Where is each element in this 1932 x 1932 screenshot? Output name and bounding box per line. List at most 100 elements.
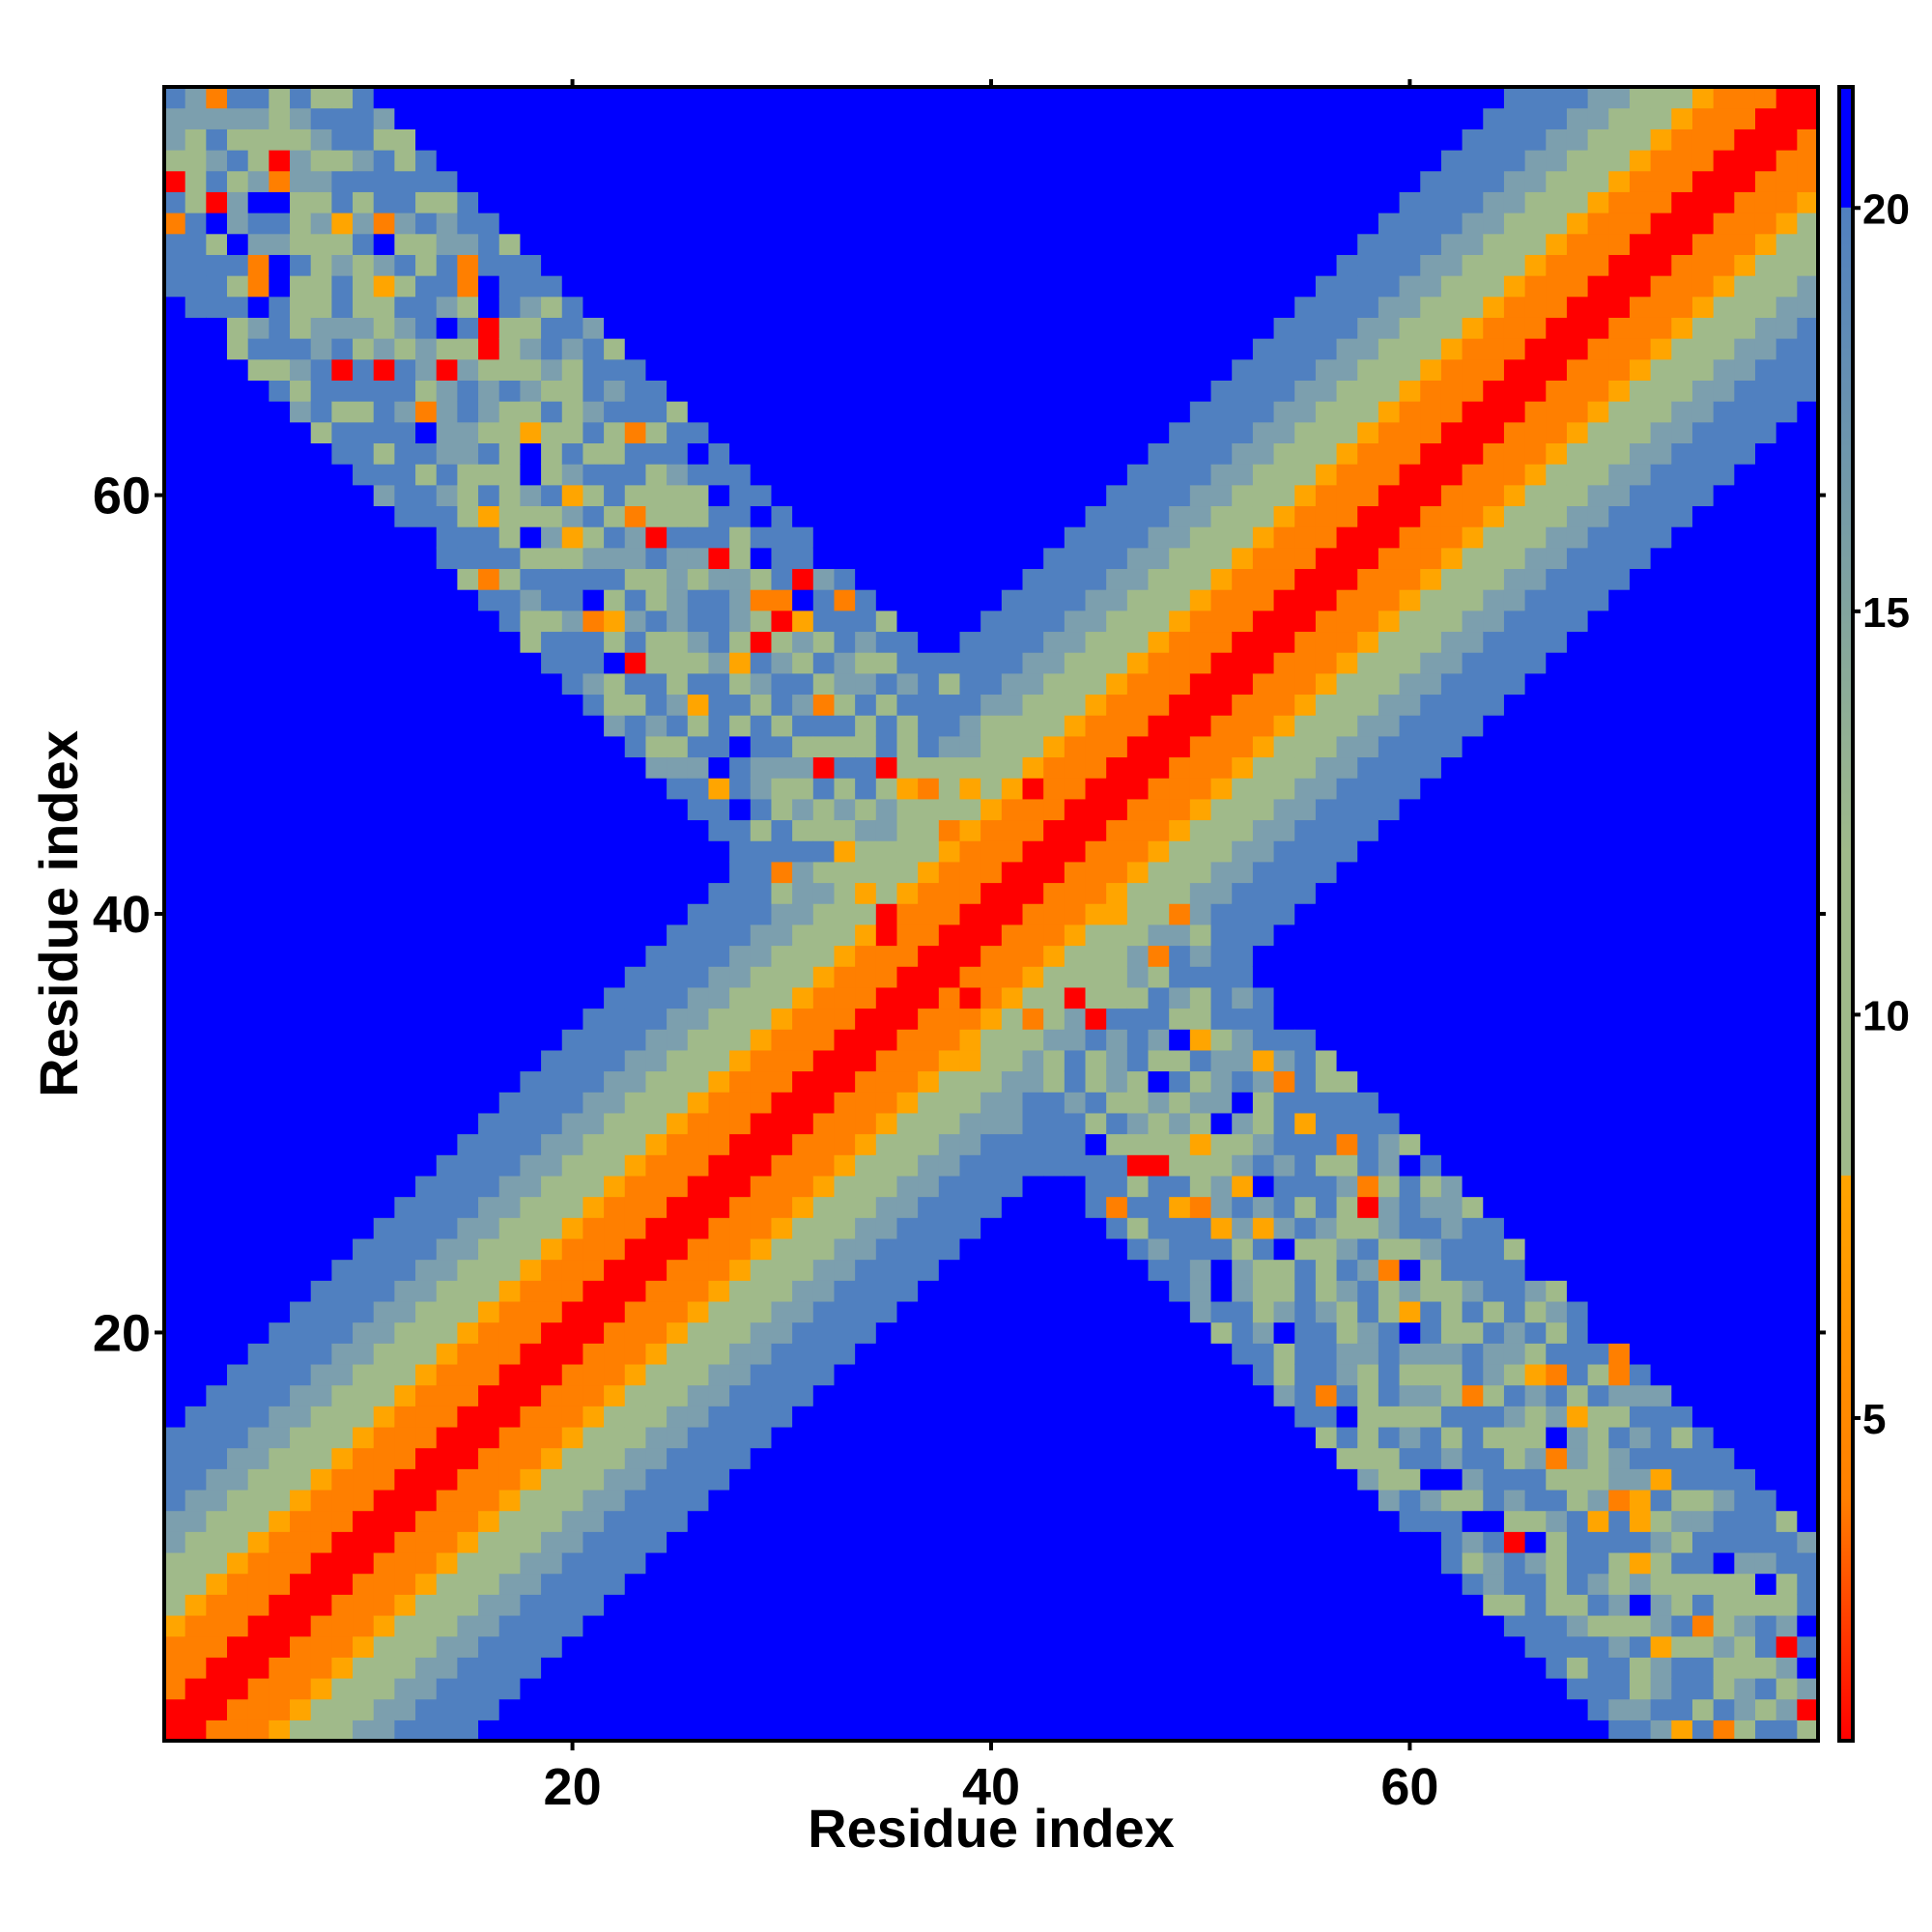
heatmap-cell xyxy=(959,966,981,988)
heatmap-cell xyxy=(310,568,332,590)
heatmap-cell xyxy=(604,1698,626,1720)
heatmap-cell xyxy=(855,819,877,841)
heatmap-cell xyxy=(729,840,752,863)
heatmap-cell xyxy=(227,338,249,360)
heatmap-cell xyxy=(247,672,270,696)
heatmap-cell xyxy=(457,1635,479,1658)
heatmap-cell xyxy=(834,1698,856,1720)
heatmap-cell xyxy=(624,1657,647,1679)
heatmap-cell xyxy=(185,464,207,486)
heatmap-cell xyxy=(520,1133,542,1155)
heatmap-cell xyxy=(1378,1300,1401,1323)
heatmap-cell xyxy=(164,1573,186,1595)
heatmap-cell xyxy=(708,338,730,360)
heatmap-cell xyxy=(206,338,228,360)
heatmap-cell xyxy=(1252,526,1275,549)
heatmap-cell xyxy=(834,1719,856,1742)
heatmap-cell xyxy=(353,317,375,339)
heatmap-cell xyxy=(1357,1677,1379,1700)
heatmap-cell xyxy=(541,1070,563,1093)
heatmap-cell xyxy=(812,526,836,549)
heatmap-cell xyxy=(729,464,752,486)
heatmap-cell xyxy=(918,213,940,235)
heatmap-cell xyxy=(1357,254,1379,276)
heatmap-cell xyxy=(959,735,981,758)
heatmap-cell xyxy=(1210,233,1233,255)
heatmap-cell xyxy=(310,1321,332,1344)
heatmap-cell xyxy=(1106,1259,1128,1281)
heatmap-cell xyxy=(918,631,940,653)
heatmap-cell xyxy=(185,526,207,549)
heatmap-cell xyxy=(980,107,1003,129)
heatmap-cell xyxy=(1440,1070,1463,1093)
heatmap-cell xyxy=(206,1070,228,1093)
heatmap-cell xyxy=(331,275,354,298)
heatmap-cell xyxy=(1169,1217,1191,1239)
heatmap-cell xyxy=(729,87,752,109)
heatmap-cell xyxy=(331,1614,354,1637)
heatmap-cell xyxy=(687,1657,710,1679)
heatmap-cell xyxy=(1336,1657,1358,1679)
heatmap-cell xyxy=(247,1657,270,1679)
heatmap-cell xyxy=(667,254,689,276)
heatmap-cell xyxy=(1001,254,1024,276)
heatmap-cell xyxy=(1022,191,1044,213)
heatmap-cell xyxy=(582,610,605,633)
heatmap-cell xyxy=(415,631,438,653)
heatmap-cell xyxy=(1064,798,1087,821)
heatmap-cell xyxy=(1378,442,1401,465)
heatmap-cell xyxy=(582,1489,605,1512)
heatmap-cell xyxy=(708,296,730,318)
heatmap-cell xyxy=(310,1384,332,1406)
heatmap-cell xyxy=(561,986,584,1009)
heatmap-cell xyxy=(1294,1531,1317,1553)
heatmap-cell xyxy=(667,715,689,737)
heatmap-cell xyxy=(394,128,416,151)
heatmap-cell xyxy=(269,840,291,863)
heatmap-cell xyxy=(645,213,668,235)
heatmap-cell xyxy=(959,1468,981,1491)
heatmap-cell xyxy=(541,1259,563,1281)
heatmap-cell xyxy=(1252,421,1275,443)
heatmap-cell xyxy=(1126,1531,1150,1553)
heatmap-cell xyxy=(1064,1384,1087,1406)
heatmap-cell xyxy=(582,1447,605,1469)
heatmap-cell xyxy=(582,233,605,255)
heatmap-cell xyxy=(771,547,793,570)
heatmap-cell xyxy=(938,296,961,318)
heatmap-cell xyxy=(247,213,270,235)
heatmap-cell xyxy=(206,1531,228,1553)
heatmap-cell xyxy=(1378,1531,1401,1553)
heatmap-cell xyxy=(834,1677,856,1700)
heatmap-cell xyxy=(457,1154,479,1177)
heatmap-cell xyxy=(1064,87,1087,109)
heatmap-cell xyxy=(436,1384,458,1406)
heatmap-cell xyxy=(478,1259,500,1281)
heatmap-cell xyxy=(1294,1321,1317,1344)
heatmap-cell xyxy=(561,1614,584,1637)
heatmap-cell xyxy=(918,1112,940,1135)
heatmap-cell xyxy=(582,87,605,109)
heatmap-cell xyxy=(1232,1551,1254,1575)
heatmap-cell xyxy=(604,715,626,737)
heatmap-cell xyxy=(1399,1300,1421,1323)
heatmap-cell xyxy=(1001,903,1024,925)
heatmap-cell xyxy=(1462,1049,1484,1072)
heatmap-cell xyxy=(541,150,563,172)
heatmap-cell xyxy=(1106,945,1128,967)
heatmap-cell xyxy=(561,1426,584,1449)
heatmap-cell xyxy=(980,296,1003,318)
heatmap-cell xyxy=(855,107,877,129)
heatmap-cell xyxy=(1462,464,1484,486)
heatmap-cell xyxy=(1294,1217,1317,1239)
heatmap-cell xyxy=(1294,1447,1317,1469)
heatmap-cell xyxy=(750,694,773,716)
heatmap-cell xyxy=(1126,1698,1150,1720)
heatmap-cell xyxy=(667,631,689,653)
heatmap-cell xyxy=(394,170,416,192)
heatmap-cell xyxy=(227,1112,249,1135)
heatmap-cell xyxy=(855,1363,877,1386)
heatmap-cell xyxy=(1420,1217,1442,1239)
heatmap-cell xyxy=(269,1531,291,1553)
heatmap-cell xyxy=(604,923,626,947)
